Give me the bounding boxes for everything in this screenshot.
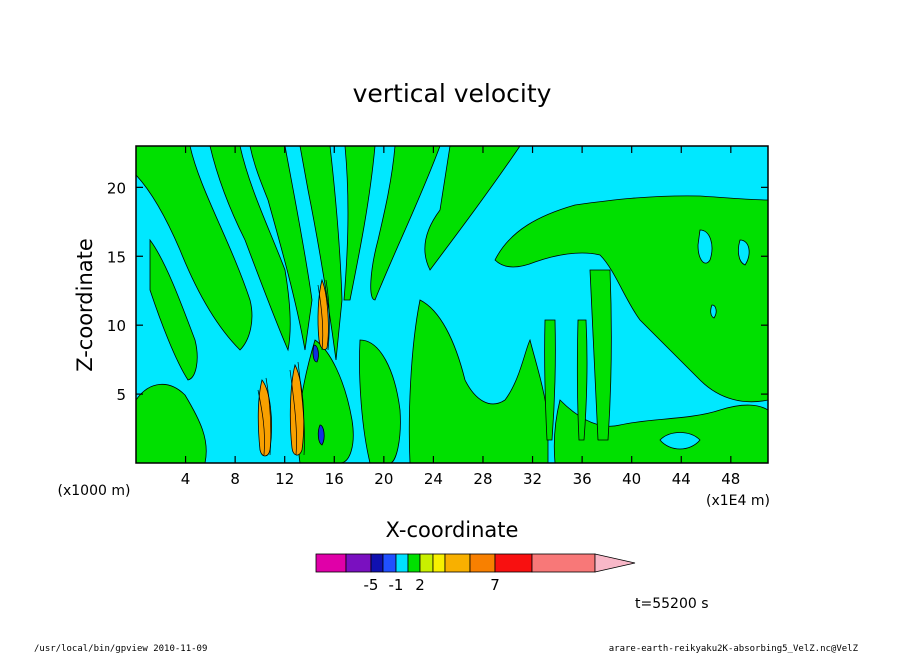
green-region-middle-band: [359, 339, 401, 463]
contour-line: [297, 361, 305, 456]
y-axis-units: (x1000 m): [58, 483, 131, 499]
colorbar: [315, 553, 636, 573]
chart-title: vertical velocity: [353, 79, 552, 108]
x-tick-label: 8: [230, 470, 240, 488]
y-axis-ticks: 5 10 15 20: [107, 179, 768, 404]
x-tick-label: 44: [672, 470, 691, 488]
colorbar-segment: [469, 553, 496, 573]
x-tick-label: 20: [374, 470, 393, 488]
green-region-center-stripe-4: [343, 146, 376, 301]
plot-frame: [135, 145, 769, 464]
colorbar-extension-arrow: [594, 553, 636, 573]
colorbar-segment: [395, 553, 409, 573]
x-tick-label: 48: [721, 470, 740, 488]
contour-line: [325, 279, 330, 351]
green-region-left-stripe: [149, 238, 198, 381]
contour-line: [317, 284, 324, 351]
green-region-right-vertical-2: [544, 319, 556, 441]
colorbar-tick-label: 2: [415, 576, 425, 594]
green-region-left-top: [136, 146, 253, 351]
green-region-middle-large: [408, 299, 549, 463]
downdraft-core-2: [317, 424, 325, 446]
cyan-pocket-right-3: [659, 432, 701, 450]
green-region-center-stripe-2: [249, 146, 313, 351]
green-region-center-stripe-6: [424, 146, 521, 271]
colorbar-segment: [315, 553, 347, 573]
colorbar-tick-label: 7: [490, 576, 500, 594]
x-axis-units: (x1E4 m): [706, 493, 770, 509]
dense-contours: [257, 279, 330, 456]
cyan-pocket-right-1: [697, 229, 713, 264]
downdraft-core-1: [312, 344, 319, 363]
colorbar-segment: [345, 553, 372, 573]
y-tick-label: 5: [116, 386, 126, 404]
x-axis-ticks: 4 8 12 16 20 24 28 32 36 40 44 48: [181, 146, 740, 488]
updraft-core-1: [257, 379, 272, 457]
colorbar-segment: [432, 553, 446, 573]
x-tick-label: 4: [181, 470, 191, 488]
green-region-center-stripe-5: [370, 146, 441, 301]
time-annotation: t=55200 s: [635, 596, 709, 612]
colorbar-segment: [494, 553, 533, 573]
footer-left: /usr/local/bin/gpview 2010-11-09: [34, 644, 207, 654]
x-tick-label: 16: [325, 470, 344, 488]
green-region-center-stripe-1: [209, 146, 291, 352]
green-region-right-vertical-3: [576, 319, 588, 441]
y-tick-label: 15: [107, 248, 126, 266]
x-tick-label: 28: [473, 470, 492, 488]
colorbar-segment: [444, 553, 471, 573]
x-tick-label: 40: [622, 470, 641, 488]
x-axis-title: X-coordinate: [386, 518, 519, 542]
y-axis-title: Z-coordinate: [73, 238, 97, 372]
colorbar-tick-label: -1: [389, 576, 404, 594]
colorbar-segment: [531, 553, 596, 573]
contour-line: [265, 377, 272, 456]
colorbar-segment: [419, 553, 434, 573]
intense-updraft-cores: [257, 278, 329, 457]
green-region-right-vertical-1: [589, 269, 612, 441]
y-tick-label: 20: [107, 179, 126, 197]
colorbar-labels: -5 -1 2 7: [364, 576, 500, 594]
green-regions: [136, 146, 768, 463]
x-tick-label: 36: [573, 470, 592, 488]
x-tick-label: 32: [523, 470, 542, 488]
cyan-pocket-right-2: [738, 239, 750, 266]
green-region-center-stripe-3: [299, 146, 343, 361]
y-tick-label: 10: [107, 317, 126, 335]
cyan-pocket-right-4: [710, 304, 717, 319]
colorbar-tick-label: -5: [364, 576, 379, 594]
footer-right: arare-earth-reikyaku2K-absorbing5_VelZ.n…: [609, 644, 859, 654]
colorbar-segment: [370, 553, 384, 573]
x-tick-label: 24: [424, 470, 443, 488]
cyan-pockets: [659, 229, 750, 450]
green-region-left-bottom: [136, 383, 207, 463]
updraft-core-3: [317, 278, 329, 350]
colorbar-segment: [382, 553, 397, 573]
plot-area: [136, 146, 768, 463]
colorbar-segment: [407, 553, 421, 573]
contour-line: [289, 369, 297, 456]
contour-line: [257, 389, 265, 456]
x-tick-label: 12: [275, 470, 294, 488]
